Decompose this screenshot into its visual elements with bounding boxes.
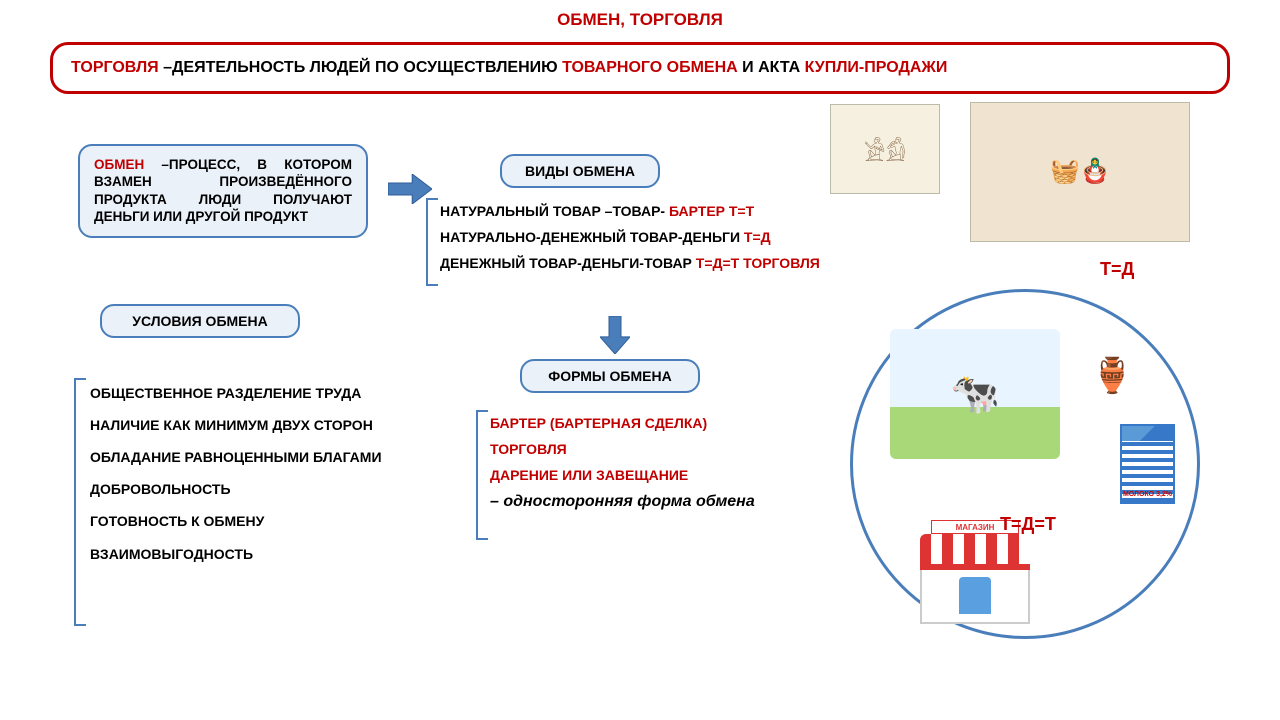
milk-label: МОЛОКО 3,2% xyxy=(1122,491,1173,498)
usloviya-item: ДОБРОВОЛЬНОСТЬ xyxy=(90,480,420,498)
formy-item: БАРТЕР (БАРТЕРНАЯ СДЕЛКА) xyxy=(490,414,770,432)
formy-list: БАРТЕР (БАРТЕРНАЯ СДЕЛКА) ТОРГОВЛЯ ДАРЕНИЕ… xyxy=(490,414,770,521)
diagram-content: ОБМЕН –ПРОЦЕСС, В КОТОРОМ ВЗАМЕН ПРОИЗВЕ… xyxy=(0,94,1280,654)
usloviya-item: НАЛИЧИЕ КАК МИНИМУМ ДВУХ СТОРОН xyxy=(90,416,420,434)
formy-header-box: ФОРМЫ ОБМЕНА xyxy=(520,359,700,393)
vidy-item: НАТУРАЛЬНЫЙ ТОВАР –ТОВАР- БАРТЕР Т=Т xyxy=(440,202,840,220)
cow-milking-image: 🐄 xyxy=(890,329,1060,459)
usloviya-bracket xyxy=(74,378,86,626)
usloviya-header-box: УСЛОВИЯ ОБМЕНА xyxy=(100,304,300,338)
vidy-item: ДЕНЕЖНЫЙ ТОВАР-ДЕНЬГИ-ТОВАР Т=Д=Т ТОРГОВ… xyxy=(440,254,840,272)
usloviya-item: ОБЩЕСТВЕННОЕ РАЗДЕЛЕНИЕ ТРУДА xyxy=(90,384,420,402)
usloviya-item: ВЗАИМОВЫГОДНОСТЬ xyxy=(90,545,420,563)
vidy-bracket xyxy=(426,198,438,286)
clay-jug-image: 🏺 xyxy=(1085,349,1140,404)
formy-item: ТОРГОВЛЯ xyxy=(490,440,770,458)
definition-box: ТОРГОВЛЯ –ДЕЯТЕЛЬНОСТЬ ЛЮДЕЙ ПО ОСУЩЕСТВ… xyxy=(50,42,1230,94)
arrow-down-icon xyxy=(600,316,630,354)
vidy-list: НАТУРАЛЬНЫЙ ТОВАР –ТОВАР- БАРТЕР Т=Т НАТУ… xyxy=(440,202,840,281)
tdt-label: Т=Д=Т xyxy=(1000,514,1056,535)
usloviya-item: ГОТОВНОСТЬ К ОБМЕНУ xyxy=(90,512,420,530)
formy-item: ДАРЕНИЕ ИЛИ ЗАВЕЩАНИЕ xyxy=(490,466,770,484)
milk-carton-image: МОЛОКО 3,2% xyxy=(1120,424,1175,504)
obmen-definition-box: ОБМЕН –ПРОЦЕСС, В КОТОРОМ ВЗАМЕН ПРОИЗВЕ… xyxy=(78,144,368,238)
shop-image: МАГАЗИН xyxy=(920,534,1030,624)
td-label: Т=Д xyxy=(1100,259,1134,280)
formy-item: – односторонняя форма обмена xyxy=(490,492,770,513)
usloviya-list: ОБЩЕСТВЕННОЕ РАЗДЕЛЕНИЕ ТРУДА НАЛИЧИЕ КАК… xyxy=(90,384,420,577)
formy-bracket xyxy=(476,410,488,540)
egyptian-trade-image: 𓀀𓀁 xyxy=(830,104,940,194)
vidy-header-box: ВИДЫ ОБМЕНА xyxy=(500,154,660,188)
vidy-item: НАТУРАЛЬНО-ДЕНЕЖНЫЙ ТОВАР-ДЕНЬГИ Т=Д xyxy=(440,228,840,246)
arrow-right-icon xyxy=(388,174,432,204)
page-title: ОБМЕН, ТОРГОВЛЯ xyxy=(0,0,1280,30)
usloviya-item: ОБЛАДАНИЕ РАВНОЦЕННЫМИ БЛАГАМИ xyxy=(90,448,420,466)
market-painting-image: 🧺🪆 xyxy=(970,102,1190,242)
